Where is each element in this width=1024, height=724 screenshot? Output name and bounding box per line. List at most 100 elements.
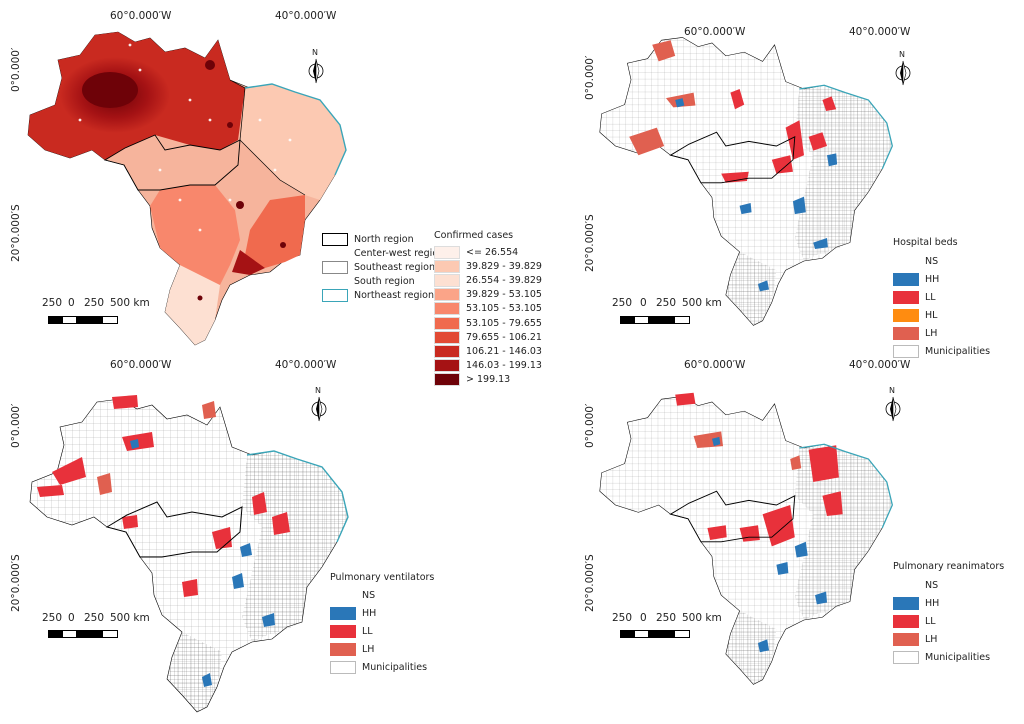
region-legend-south: South region <box>322 274 415 288</box>
lisa-legend-item: Municipalities <box>893 650 990 664</box>
scale-label-0: 0 <box>68 297 75 309</box>
lisa-swatch <box>893 614 919 628</box>
cases-label: > 199.13 <box>466 374 511 386</box>
region-swatch <box>322 260 348 274</box>
cases-label: 26.554 - 39.829 <box>466 274 542 286</box>
lisa-label: Municipalities <box>925 651 991 663</box>
lisa-legend-item: LH <box>893 326 937 340</box>
region-swatch <box>322 274 348 288</box>
region-label: Center-west region <box>354 247 445 259</box>
lat-label-0: 0°0.000′ <box>584 55 596 100</box>
scale-label-500: 500 km <box>110 297 150 309</box>
lisa-swatch <box>330 606 356 620</box>
scale-label-250a: 250 <box>42 612 63 624</box>
lisa-legend-item: HL <box>893 308 937 322</box>
lisa-label: HH <box>925 273 940 285</box>
cases-swatch <box>434 330 460 344</box>
lisa-label: HL <box>925 309 938 321</box>
region-legend-southeast: Southeast region <box>322 260 435 274</box>
lon-label-60w: 60°0.000′W <box>110 10 172 22</box>
lisa-label: NS <box>925 255 939 267</box>
lisa-legend-item: HH <box>893 272 939 286</box>
lisa-label: LL <box>925 291 936 303</box>
region-legend-north: North region <box>322 232 414 246</box>
lisa-legend-item: HH <box>893 596 939 610</box>
lisa-legend-item: Municipalities <box>330 660 427 674</box>
lisa-legend-item: LH <box>893 632 937 646</box>
lisa-label: HH <box>362 607 377 619</box>
lisa-legend-item: NS <box>330 588 375 602</box>
lisa-label: NS <box>925 579 939 591</box>
cases-label: 53.105 - 79.655 <box>466 317 542 329</box>
region-label: Northeast region <box>354 289 434 301</box>
lisa-swatch <box>893 344 919 358</box>
lisa-swatch <box>893 254 919 268</box>
lon-label-40w: 40°0.000′W <box>275 10 337 22</box>
region-swatch <box>322 288 348 302</box>
cases-legend-item: 39.829 - 39.829 <box>434 259 542 273</box>
lisa-swatch <box>893 596 919 610</box>
north-arrow-icon: N <box>882 386 904 422</box>
lisa-label: LH <box>362 643 375 655</box>
reanimators-map <box>599 392 893 685</box>
panel-confirmed-cases: 60°0.000′W 40°0.000′W 0°0.000′ 20°0.000′… <box>0 0 512 362</box>
cases-label: 106.21 - 146.03 <box>466 345 542 357</box>
cases-swatch <box>434 245 460 259</box>
hospital-beds-map <box>599 36 893 326</box>
lisa-swatch <box>893 308 919 322</box>
scale-label-250a: 250 <box>42 297 63 309</box>
scale-label-250b: 250 <box>84 297 105 309</box>
lisa-legend-item: NS <box>893 578 938 592</box>
scale-label-250b: 250 <box>656 612 677 624</box>
scale-bar <box>620 316 690 324</box>
legend-title: Pulmonary ventilators <box>330 572 435 583</box>
lisa-swatch <box>893 578 919 592</box>
lisa-swatch <box>893 290 919 304</box>
region-legend-northeast: Northeast region <box>322 288 434 302</box>
lisa-legend-item: LH <box>330 642 374 656</box>
cases-label: <= 26.554 <box>466 246 519 258</box>
panel-hospital-beds: 60°0.000′W 40°0.000′W 0°0.000′ 20°0.000′… <box>512 0 1024 362</box>
cases-legend-item: 53.105 - 53.105 <box>434 302 542 316</box>
panel-pulmonary-ventilators: 60°0.000′W 40°0.000′W 0°0.000′ 20°0.000′… <box>0 359 512 724</box>
cases-legend-item: 79.655 - 106.21 <box>434 330 542 344</box>
region-label: North region <box>354 233 414 245</box>
region-swatch <box>322 246 348 260</box>
cases-swatch <box>434 259 460 273</box>
lat-label-0: 0°0.000′ <box>584 403 596 448</box>
lon-label-40w: 40°0.000′W <box>275 359 337 371</box>
lisa-swatch <box>330 588 356 602</box>
cases-label: 79.655 - 106.21 <box>466 331 542 343</box>
lat-label-0: 0°0.000′ <box>10 403 22 448</box>
cases-swatch <box>434 288 460 302</box>
cases-legend-item: 26.554 - 39.829 <box>434 273 542 287</box>
lisa-label: LL <box>925 615 936 627</box>
cases-swatch <box>434 316 460 330</box>
cases-legend-item: 106.21 - 146.03 <box>434 344 542 358</box>
region-label: South region <box>354 275 415 287</box>
lisa-swatch <box>330 642 356 656</box>
lat-label-0: 0°0.000′ <box>10 47 22 92</box>
lisa-swatch <box>893 326 919 340</box>
lat-label-20s: 20°0.000′S <box>584 214 596 272</box>
cases-swatch <box>434 359 460 373</box>
legend-title: Pulmonary reanimators <box>893 561 1005 572</box>
cases-legend-item: > 199.13 <box>434 373 510 387</box>
cases-swatch <box>434 344 460 358</box>
north-arrow-icon: N <box>892 50 914 86</box>
lisa-swatch <box>893 632 919 646</box>
cases-legend-item: 39.829 - 53.105 <box>434 288 542 302</box>
scale-label-250b: 250 <box>656 297 677 309</box>
region-legend-centerwest: Center-west region <box>322 246 444 260</box>
lisa-swatch <box>893 272 919 286</box>
lisa-swatch <box>330 624 356 638</box>
region-label: Southeast region <box>354 261 436 273</box>
north-arrow-icon: N <box>305 48 327 84</box>
scale-bar <box>48 630 118 638</box>
lisa-legend-item: Municipalities <box>893 344 990 358</box>
lisa-label: NS <box>362 589 376 601</box>
scale-label-250a: 250 <box>612 612 633 624</box>
lisa-label: LL <box>362 625 373 637</box>
lon-label-40w: 40°0.000′W <box>849 26 911 38</box>
scale-label-0: 0 <box>68 612 75 624</box>
